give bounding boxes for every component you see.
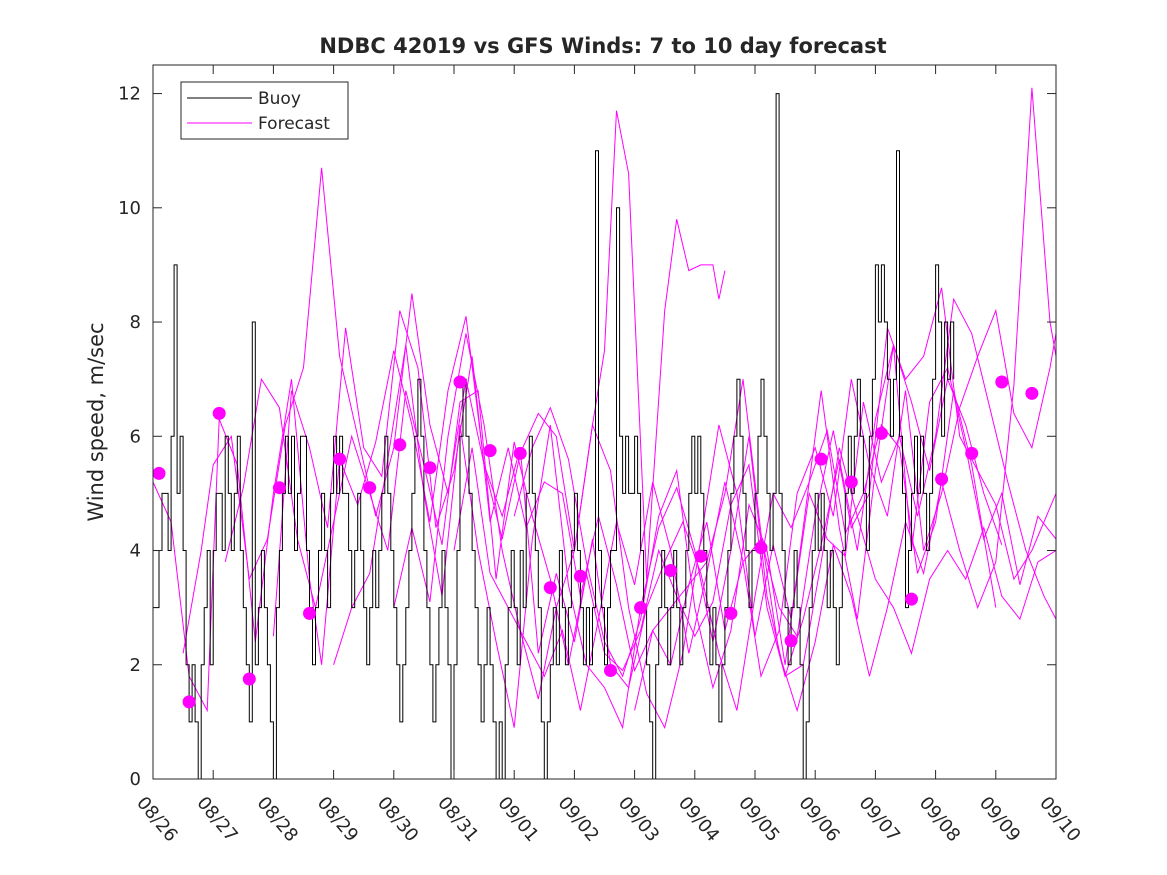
- forecast-marker: [573, 569, 587, 583]
- legend-label-buoy: Buoy: [258, 89, 301, 109]
- forecast-markers: [152, 375, 1039, 709]
- forecast-marker: [393, 438, 407, 452]
- y-axis: 0 2 4 6 8 10 12: [118, 84, 1056, 790]
- y-axis-label: Wind speed, m/sec: [84, 322, 108, 521]
- forecast-marker: [303, 606, 316, 620]
- forecast-marker: [152, 466, 166, 480]
- forecast-marker: [754, 541, 768, 555]
- forecast-marker: [242, 672, 256, 686]
- forecast-marker: [272, 481, 286, 495]
- legend-label-forecast: Forecast: [258, 114, 330, 134]
- forecast-marker: [965, 446, 979, 460]
- legend-box: [180, 81, 349, 140]
- y-tick-label: 8: [130, 312, 141, 333]
- buoy-series: [153, 93, 955, 779]
- y-tick-label: 0: [130, 769, 141, 790]
- forecast-marker: [604, 664, 617, 677]
- buoy-line: [153, 93, 955, 779]
- y-tick-label: 10: [118, 198, 141, 219]
- forecast-marker: [874, 426, 888, 440]
- forecast-marker: [483, 444, 497, 458]
- forecast-marker: [453, 375, 467, 389]
- forecast-marker: [694, 549, 708, 563]
- forecast-marker: [814, 452, 828, 466]
- axes-box: [152, 64, 1057, 780]
- forecast-marker: [423, 461, 437, 475]
- forecast-line: [333, 344, 1056, 730]
- y-tick-label: 2: [130, 655, 141, 676]
- forecast-marker: [995, 375, 1009, 389]
- legend: Buoy Forecast: [180, 81, 349, 140]
- forecast-marker: [182, 695, 196, 709]
- forecast-marker: [543, 581, 557, 595]
- forecast-marker: [363, 481, 377, 495]
- chart-title: NDBC 42019 vs GFS Winds: 7 to 10 day for…: [319, 34, 886, 58]
- forecast-marker: [784, 634, 798, 648]
- forecast-marker: [724, 606, 738, 620]
- forecast-line: [272, 287, 1056, 673]
- forecast-marker: [664, 564, 678, 577]
- forecast-marker: [844, 475, 858, 489]
- plot-area: [152, 87, 1056, 779]
- y-tick-label: 12: [118, 84, 141, 105]
- forecast-marker: [905, 592, 918, 606]
- y-tick-label: 4: [130, 541, 141, 562]
- forecast-marker: [634, 601, 648, 615]
- forecast-marker: [1025, 386, 1039, 400]
- forecast-marker: [935, 472, 949, 486]
- forecast-marker: [333, 452, 347, 466]
- forecast-marker: [513, 446, 527, 460]
- forecast-marker: [212, 406, 226, 420]
- y-tick-label: 6: [130, 426, 141, 447]
